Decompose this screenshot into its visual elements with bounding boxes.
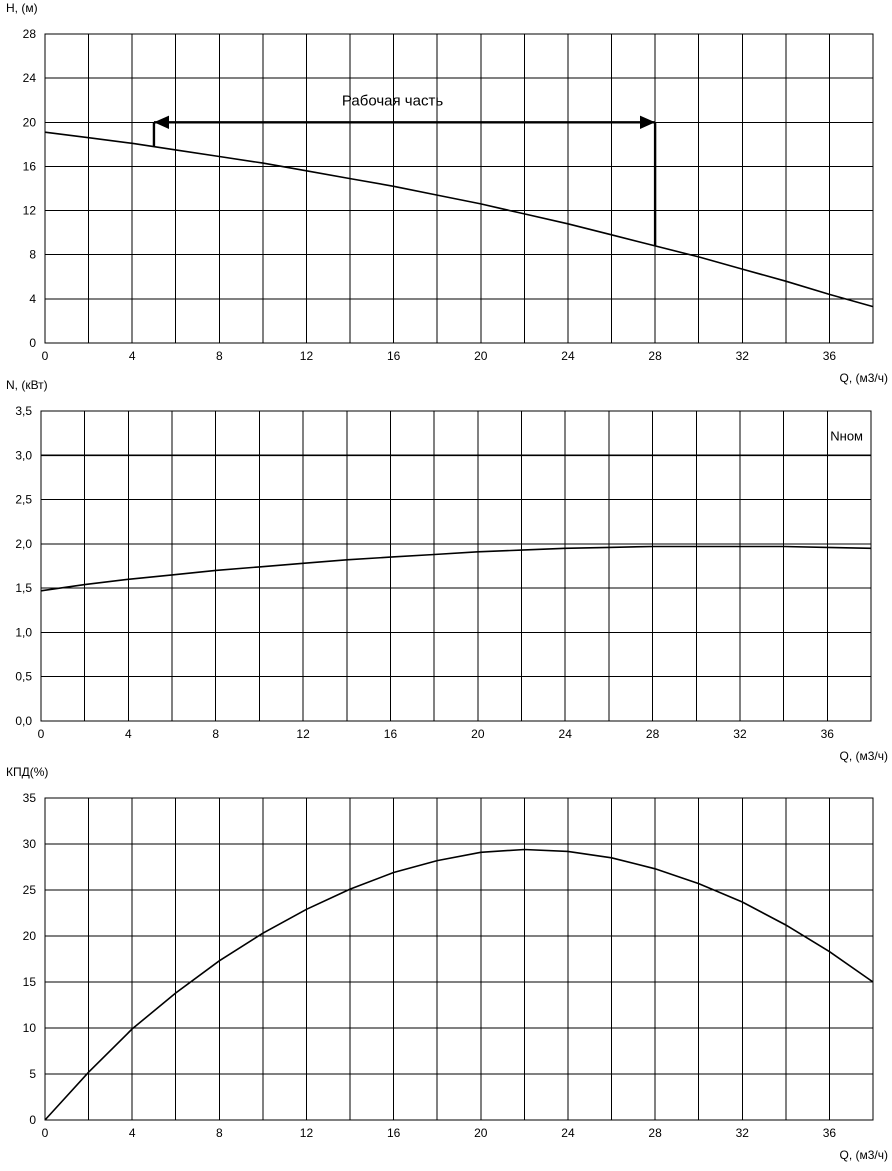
x-tick-label: 4: [125, 727, 132, 741]
y-tick-label: 2,0: [15, 537, 32, 551]
y-tick-label: 25: [23, 883, 37, 897]
y-axis-label: N, (кВт): [6, 378, 48, 392]
x-tick-label: 12: [296, 727, 310, 741]
y-axis-label: H, (м): [6, 1, 38, 15]
x-tick-label: 0: [42, 1126, 49, 1140]
x-tick-label: 32: [733, 727, 747, 741]
x-tick-label: 8: [216, 349, 223, 363]
y-tick-label: 20: [23, 115, 37, 129]
y-tick-label: 1,5: [15, 581, 32, 595]
x-tick-label: 8: [212, 727, 219, 741]
plot-frame: [44, 797, 874, 1121]
x-tick-label: 20: [474, 349, 488, 363]
x-tick-label: 16: [384, 727, 398, 741]
y-tick-label: 3,5: [15, 404, 32, 418]
x-tick-label: 24: [561, 349, 575, 363]
x-tick-label: 16: [387, 349, 401, 363]
x-tick-label: 20: [474, 1126, 488, 1140]
x-tick-label: 0: [42, 349, 49, 363]
x-tick-label: 32: [736, 349, 750, 363]
x-axis-label: Q, (м3/ч): [839, 371, 888, 385]
x-tick-label: 12: [300, 1126, 314, 1140]
y-tick-label: 24: [23, 71, 37, 85]
x-tick-label: 28: [646, 727, 660, 741]
series-line: [44, 848, 874, 1121]
x-tick-label: 24: [561, 1126, 575, 1140]
y-tick-label: 8: [29, 248, 36, 262]
x-tick-label: 24: [559, 727, 573, 741]
x-tick-label: 20: [471, 727, 485, 741]
y-tick-label: 0,5: [15, 670, 32, 684]
y-tick-label: 20: [23, 929, 37, 943]
x-tick-label: 0: [38, 727, 45, 741]
x-tick-label: 36: [821, 727, 835, 741]
plot-frame: [40, 410, 872, 722]
efficiency-chart: 0 4 8 12 16 20 24 28 32 36 0 5 10 15 20 25 30 35 КПД(%) Q, …: [6, 765, 888, 1162]
y-tick-label: 16: [23, 159, 37, 173]
y-tick-label: 0: [29, 336, 36, 350]
y-tick-label: 4: [29, 292, 36, 306]
y-tick-label: 1,0: [15, 625, 32, 639]
y-axis-label: КПД(%): [6, 765, 48, 779]
power-chart: 0 4 8 12 16 20 24 28 32 36 0,0 0,5 1,0 1,5 2,0 2,5 3,0 3,…: [6, 378, 888, 763]
working-range-label: Рабочая часть: [342, 92, 443, 109]
y-tick-label: 0,0: [15, 714, 32, 728]
y-tick-label: 10: [23, 1021, 37, 1035]
y-tick-label: 2,5: [15, 493, 32, 507]
y-tick-label: 15: [23, 975, 37, 989]
y-tick-label: 12: [23, 204, 37, 218]
x-tick-label: 16: [387, 1126, 401, 1140]
y-tick-label: 30: [23, 837, 37, 851]
y-tick-label: 5: [29, 1067, 36, 1081]
head-chart: 0 4 8 12 16 20 24 28 32 36 0 4 8 12 16 20 24 28 H, (м) Q, (…: [6, 1, 888, 385]
x-axis-label: Q, (м3/ч): [839, 749, 888, 763]
y-tick-label: 0: [29, 1113, 36, 1127]
series-line: [40, 545, 872, 592]
y-tick-label: 3,0: [15, 448, 32, 462]
x-axis-label: Q, (м3/ч): [839, 1148, 888, 1162]
x-tick-label: 36: [823, 1126, 837, 1140]
x-tick-label: 4: [129, 1126, 136, 1140]
x-tick-label: 32: [736, 1126, 750, 1140]
x-tick-label: 12: [300, 349, 314, 363]
y-tick-label: 35: [23, 791, 37, 805]
x-tick-label: 8: [216, 1126, 223, 1140]
x-tick-label: 28: [648, 349, 662, 363]
series-line: [44, 131, 874, 308]
x-tick-label: 28: [648, 1126, 662, 1140]
x-tick-label: 4: [129, 349, 136, 363]
plot-frame: [44, 33, 874, 344]
y-tick-label: 28: [23, 27, 37, 41]
x-tick-label: 36: [823, 349, 837, 363]
series-label: Nном: [830, 428, 863, 443]
